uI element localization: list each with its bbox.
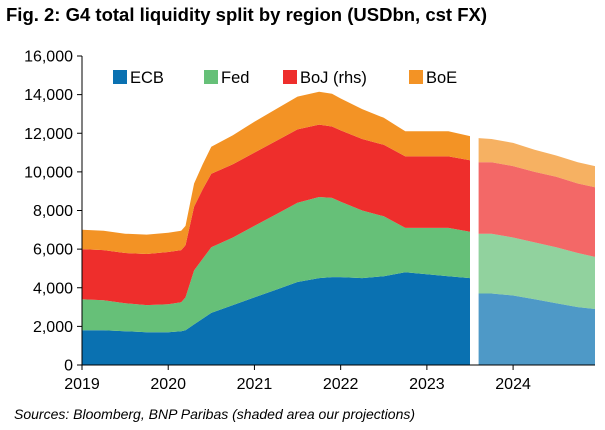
x-tick-label: 2024 — [495, 376, 531, 393]
y-tick-label: 12,000 — [24, 126, 73, 143]
area-ecb-actual — [82, 272, 470, 365]
area-boe-actual — [82, 91, 470, 254]
area-boe-projection — [478, 138, 595, 188]
legend-swatch-fed — [204, 70, 218, 84]
y-tick-label: 0 — [64, 358, 73, 375]
area-layers — [82, 91, 595, 365]
legend-swatch-boe — [409, 70, 423, 84]
legend: ECB Fed BoJ (rhs) BoE — [113, 69, 457, 87]
y-tick-label: 2,000 — [33, 319, 73, 336]
chart-title: Fig. 2: G4 total liquidity split by regi… — [6, 4, 488, 25]
y-tick-label: 16,000 — [24, 49, 73, 66]
legend-swatch-ecb — [113, 70, 127, 84]
legend-label-boe: BoE — [426, 69, 457, 87]
x-tick-label: 2021 — [237, 376, 273, 393]
y-tick-label: 10,000 — [24, 164, 73, 181]
area-boj-rhs-actual — [82, 124, 470, 306]
y-tick-label: 14,000 — [24, 87, 73, 104]
y-tick-label: 4,000 — [33, 280, 73, 297]
legend-label-boj-rhs: BoJ (rhs) — [300, 69, 367, 87]
legend-label-ecb: ECB — [130, 69, 164, 87]
x-tick-label: 2022 — [323, 376, 359, 393]
area-boj-rhs-projection — [478, 162, 595, 257]
stacked-area-chart: 0 2,000 4,000 6,000 8,000 10,000 12,000 14,000 1… — [24, 49, 595, 393]
x-axis: 2019 2020 2021 2022 2023 2024 — [64, 364, 595, 393]
legend-label-fed: Fed — [221, 69, 249, 87]
y-axis: 0 2,000 4,000 6,000 8,000 10,000 12,000 14,000 1… — [24, 49, 83, 375]
area-ecb-projection — [478, 293, 595, 365]
x-tick-label: 2023 — [409, 376, 445, 393]
area-fed-actual — [82, 197, 470, 333]
x-tick-label: 2019 — [64, 376, 100, 393]
y-tick-label: 6,000 — [33, 242, 73, 259]
y-tick-label: 8,000 — [33, 203, 73, 220]
x-tick-label: 2020 — [150, 376, 186, 393]
legend-swatch-boj-rhs — [283, 70, 297, 84]
chart-source-note: Sources: Bloomberg, BNP Paribas (shaded … — [14, 406, 416, 422]
area-fed-projection — [478, 233, 595, 309]
